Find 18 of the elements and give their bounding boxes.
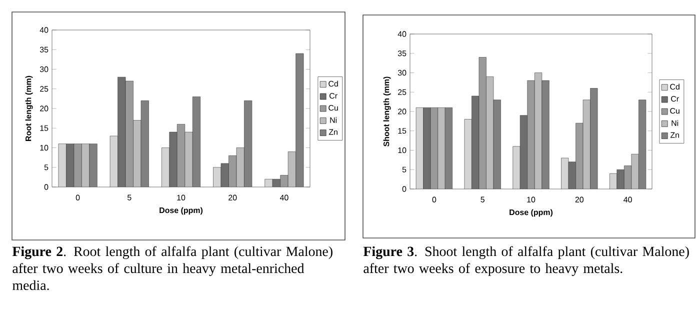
bar [438, 107, 446, 189]
bar [296, 53, 304, 187]
bar [527, 80, 535, 189]
bar [192, 96, 200, 187]
bar [118, 76, 126, 187]
text: Figure 3. Shoot length of alfalfa plant (cultivar Malone) after two weeks of exposure to heavy metals. [363, 246, 689, 276]
bar [280, 175, 288, 187]
bar [89, 144, 98, 187]
bar [140, 100, 149, 187]
text: Figure 2. Root length of alfalfa plant (cultivar Malone) after two weeks of culture in heavy metal-enriched media. [12, 246, 332, 290]
bar [184, 132, 193, 187]
bar [244, 100, 252, 187]
bar [542, 80, 550, 189]
bar [423, 107, 431, 189]
bar [125, 80, 134, 187]
bar [169, 132, 178, 187]
bar [616, 169, 624, 189]
bar [512, 146, 520, 189]
